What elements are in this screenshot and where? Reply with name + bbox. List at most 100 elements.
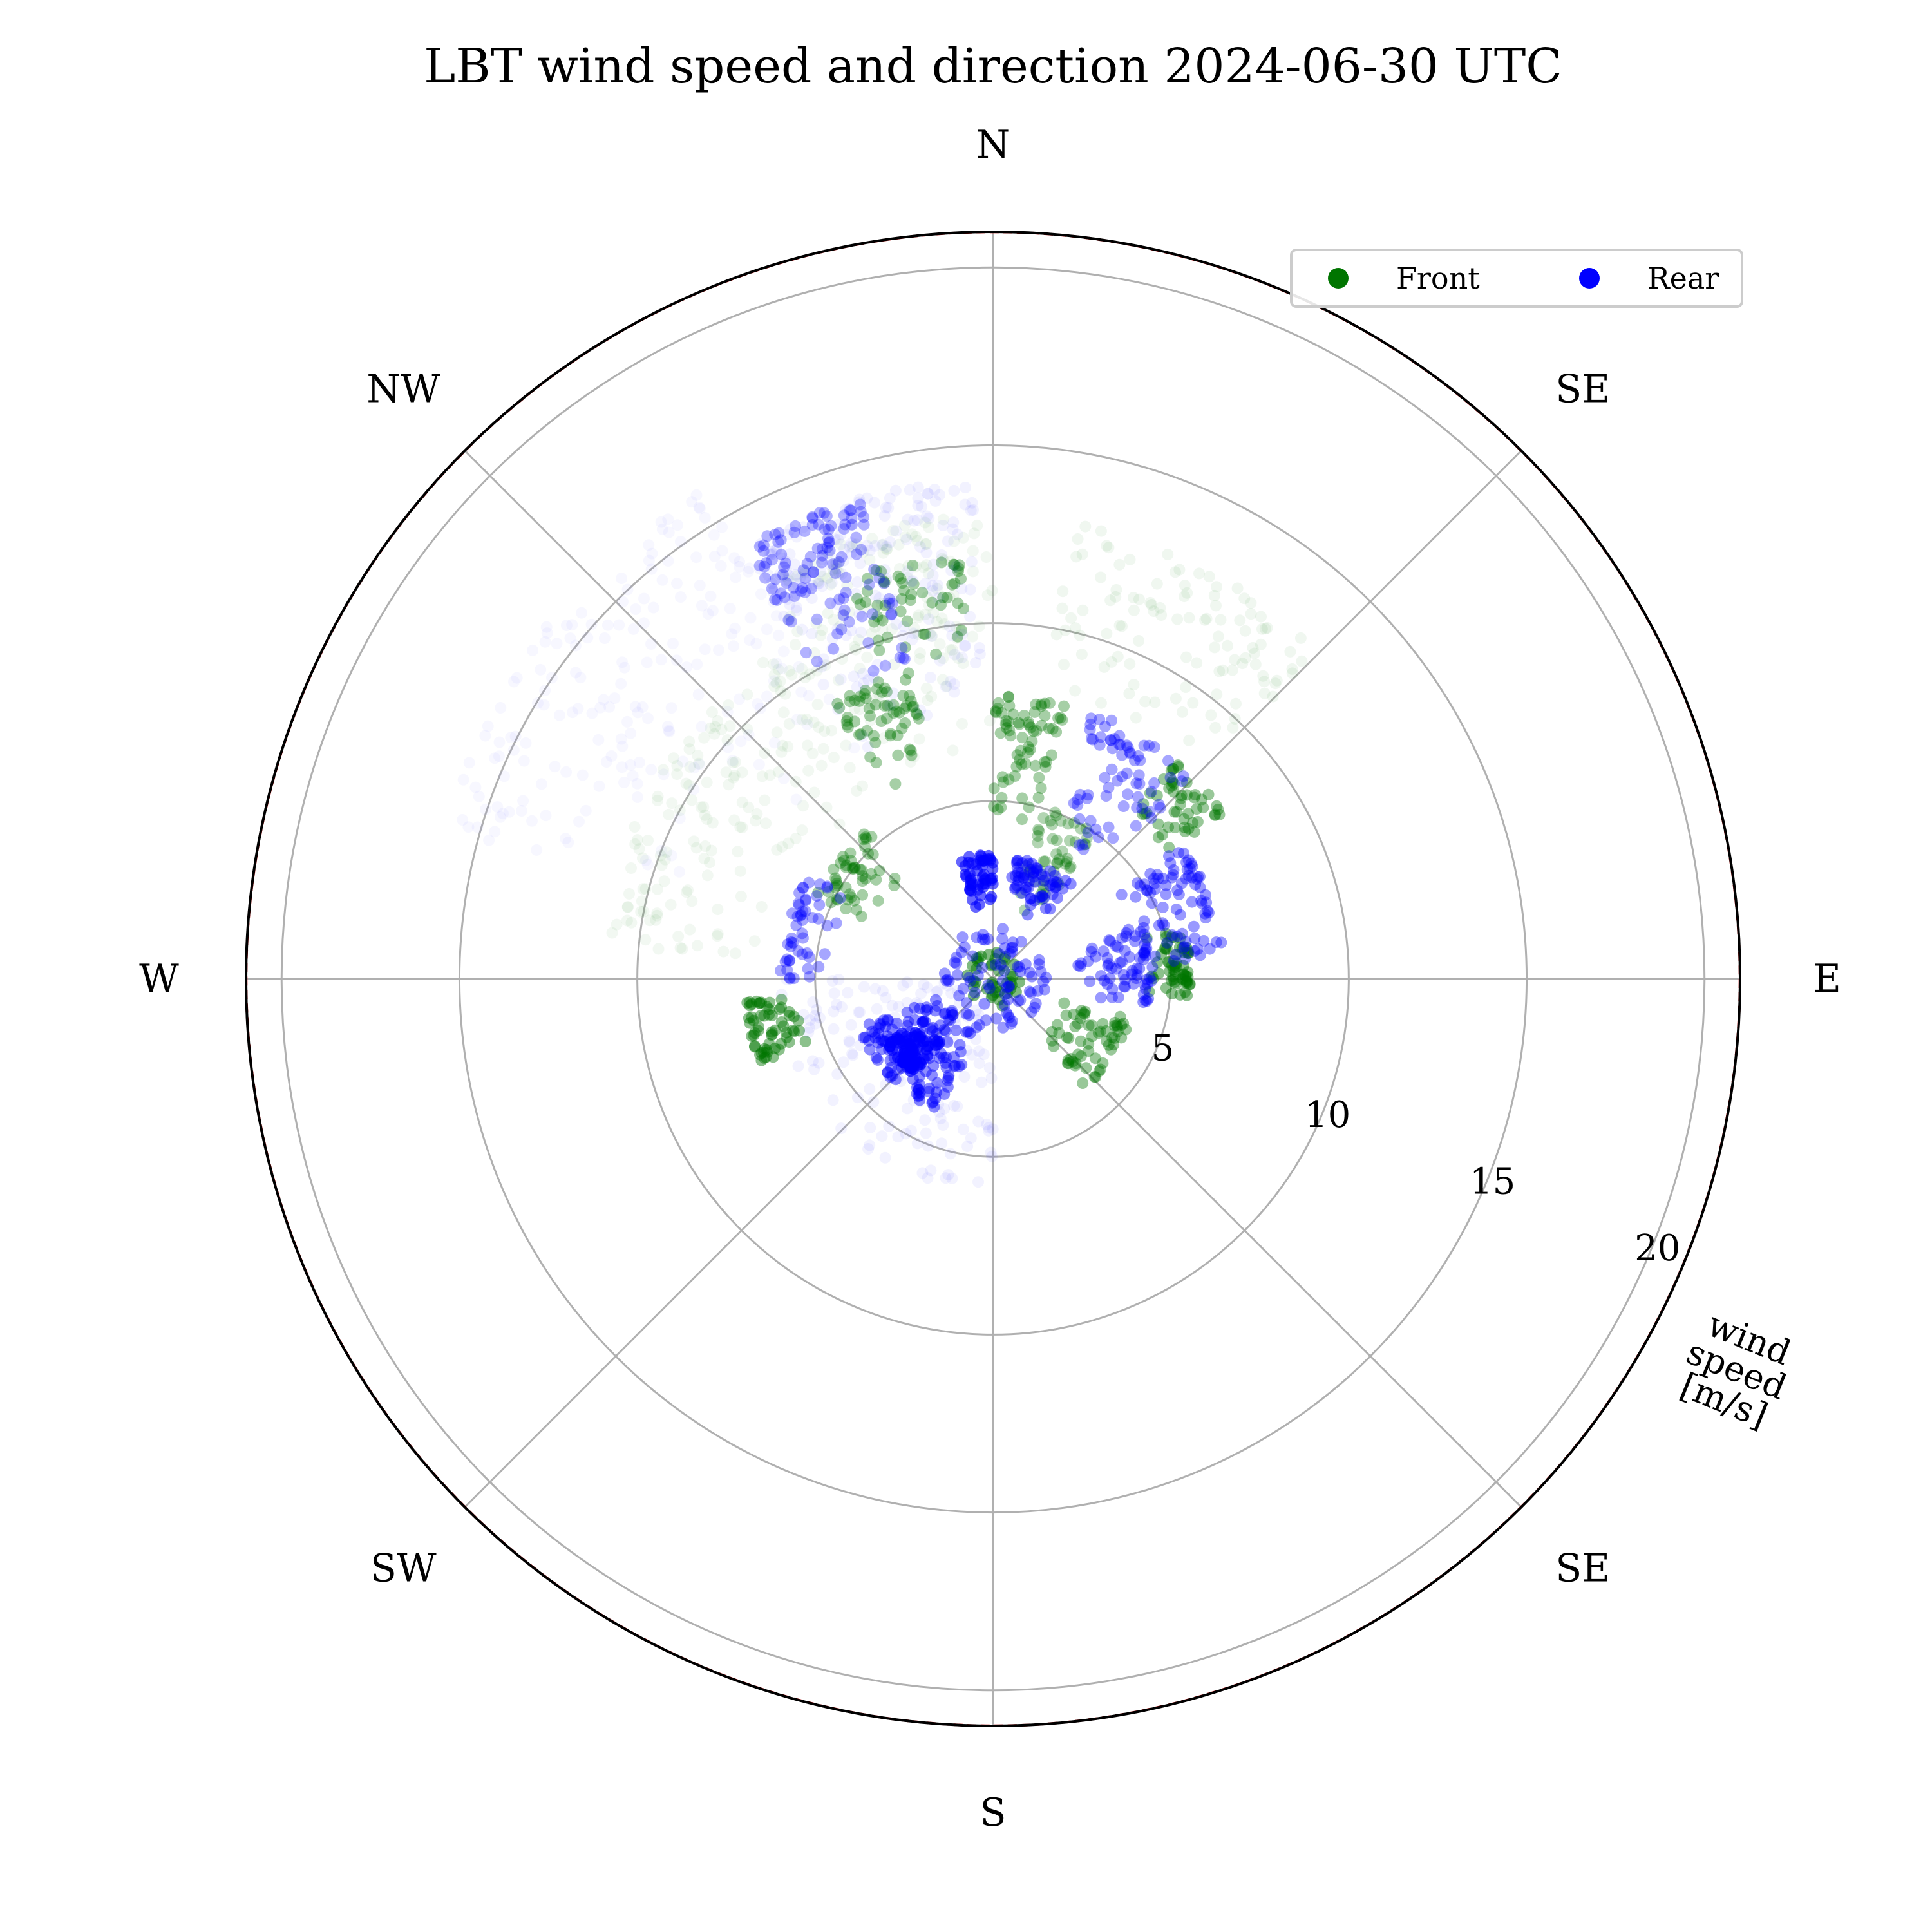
data-point xyxy=(1175,790,1188,802)
data-point xyxy=(882,1014,894,1026)
data-point xyxy=(1163,956,1175,969)
data-point xyxy=(1257,670,1269,682)
data-point xyxy=(932,1084,944,1096)
data-point xyxy=(923,512,935,524)
data-point xyxy=(1148,873,1160,885)
data-point xyxy=(884,730,896,742)
data-point xyxy=(907,560,919,571)
data-point xyxy=(681,886,692,898)
data-point xyxy=(1038,892,1050,904)
data-point xyxy=(849,643,862,656)
data-point xyxy=(1192,871,1204,883)
data-point xyxy=(851,576,864,588)
data-point xyxy=(1098,661,1110,673)
data-point xyxy=(784,598,796,611)
data-point xyxy=(835,673,847,685)
data-point xyxy=(599,632,611,644)
data-point xyxy=(1056,845,1068,857)
data-point xyxy=(994,727,1007,739)
data-point xyxy=(1189,945,1200,957)
data-point xyxy=(861,724,873,737)
data-point xyxy=(1124,746,1136,758)
data-point xyxy=(1197,802,1209,814)
data-point xyxy=(1180,681,1192,693)
data-point xyxy=(927,569,939,582)
data-point xyxy=(1210,936,1222,949)
data-point xyxy=(946,643,958,656)
data-point xyxy=(1182,854,1195,866)
data-point xyxy=(1051,1019,1063,1031)
data-point xyxy=(899,717,911,729)
data-point xyxy=(1255,611,1267,623)
data-point xyxy=(1182,947,1195,959)
legend-marker-rear xyxy=(1579,268,1600,289)
data-point xyxy=(989,958,1001,971)
data-point xyxy=(936,612,948,625)
data-point xyxy=(983,1122,995,1134)
data-point xyxy=(1050,834,1063,846)
data-point xyxy=(1182,869,1195,882)
data-point xyxy=(806,628,818,639)
data-point xyxy=(927,1080,940,1092)
data-point xyxy=(922,694,934,706)
data-point xyxy=(818,507,830,519)
data-point xyxy=(911,1088,923,1100)
data-point xyxy=(1009,883,1021,895)
data-point xyxy=(1116,770,1128,782)
data-point xyxy=(845,1019,857,1031)
data-point xyxy=(825,520,837,532)
data-point xyxy=(881,543,893,555)
data-point xyxy=(833,702,846,714)
data-point xyxy=(934,489,946,501)
data-point xyxy=(895,1075,907,1087)
data-point xyxy=(828,568,840,580)
data-point xyxy=(919,629,931,640)
data-point xyxy=(1021,855,1033,867)
data-point xyxy=(913,712,925,724)
data-point xyxy=(940,1034,952,1046)
data-point xyxy=(1003,700,1016,712)
data-point xyxy=(1294,632,1307,644)
data-point xyxy=(1085,733,1097,745)
data-point xyxy=(813,578,825,590)
data-point xyxy=(913,733,925,745)
data-point xyxy=(986,585,998,597)
data-point xyxy=(990,705,1002,717)
data-point xyxy=(1170,978,1182,990)
data-point xyxy=(935,1079,947,1092)
data-point xyxy=(783,665,795,677)
data-point xyxy=(896,577,909,589)
data-point xyxy=(822,572,834,584)
data-point xyxy=(518,755,530,767)
data-point xyxy=(1034,894,1046,906)
data-point xyxy=(936,556,947,569)
data-point xyxy=(1055,815,1067,827)
data-point xyxy=(773,527,785,539)
data-point xyxy=(1124,951,1135,963)
data-point xyxy=(1083,1037,1095,1050)
data-point xyxy=(1128,604,1140,616)
data-point xyxy=(778,561,790,573)
data-point xyxy=(1139,994,1151,1007)
data-point xyxy=(927,1095,939,1108)
data-point xyxy=(1059,624,1072,636)
data-point xyxy=(1095,525,1107,537)
data-point xyxy=(508,744,520,756)
data-point xyxy=(1174,932,1186,944)
data-point xyxy=(1128,978,1140,990)
data-point xyxy=(642,712,654,724)
data-point xyxy=(868,616,880,628)
data-point xyxy=(535,664,546,676)
data-point xyxy=(846,512,858,524)
data-point xyxy=(844,696,856,708)
data-point xyxy=(1168,777,1180,790)
data-point xyxy=(666,702,677,714)
data-point xyxy=(495,702,506,714)
data-point xyxy=(623,887,635,900)
data-point xyxy=(934,1113,947,1125)
data-point xyxy=(704,857,715,869)
data-point xyxy=(1138,947,1150,960)
data-point xyxy=(691,659,703,670)
data-point xyxy=(860,831,872,844)
data-point xyxy=(985,1146,997,1159)
